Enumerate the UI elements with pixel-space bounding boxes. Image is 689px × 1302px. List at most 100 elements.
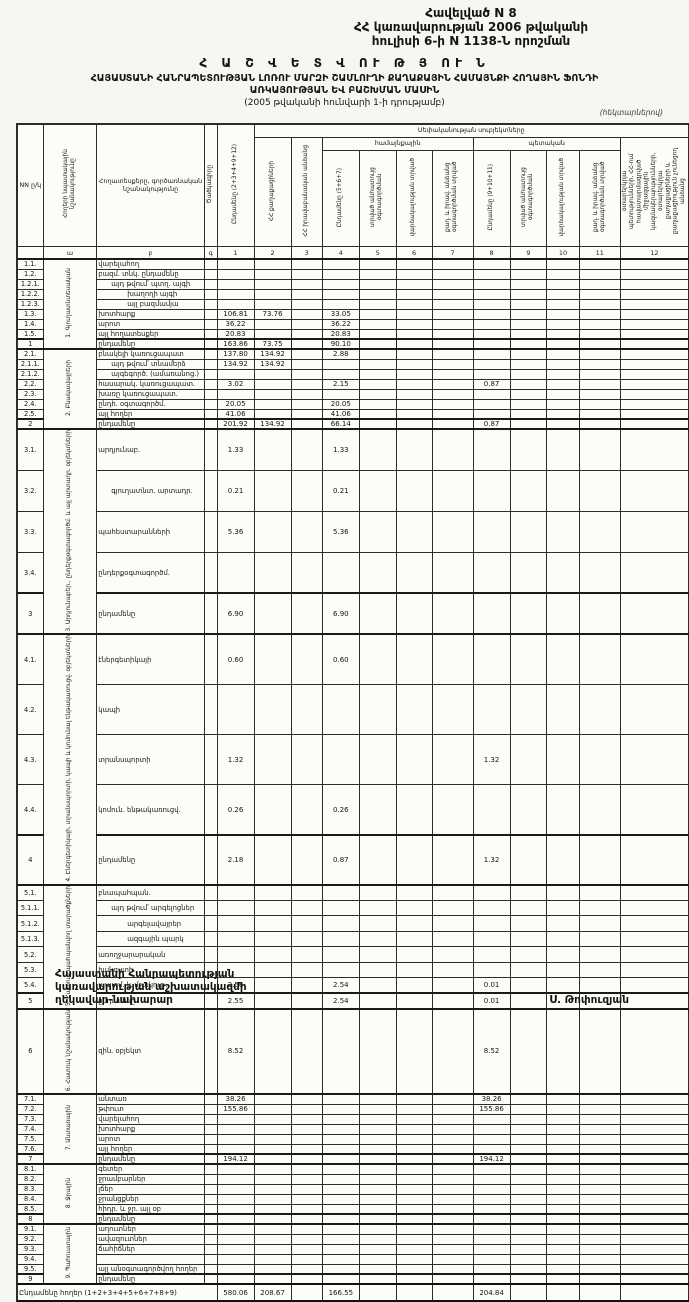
value-cell: 41.06 [321,408,360,420]
value-cell [216,278,255,290]
value-cell [546,551,580,594]
value-cell [509,1143,548,1155]
row-label-cell: առողջարարական [96,946,205,963]
value-cell: 41.06 [216,408,255,420]
value-cell [431,1153,474,1165]
value-cell [216,883,255,901]
column-letter-cell: 5 [358,246,397,260]
value-cell [509,1243,548,1255]
table-row: 1.3. խոտհարք 106.81 73.76 33.05 [17,308,689,320]
value-cell [619,1253,689,1265]
row-label-cell: անտառ [96,1093,205,1105]
value-cell [578,510,621,553]
header-landtype: Հողատեսքերը, գործառնական նշանակությունը [96,124,205,247]
value-cell [358,1203,397,1215]
value-cell [509,288,548,300]
value-cell [578,278,621,290]
value-cell [546,1133,580,1145]
value-cell [546,469,580,512]
value-cell [509,268,548,280]
value-cell [290,1213,323,1225]
value-cell [546,328,580,340]
value-cell [509,1183,548,1195]
table-row: 5.1.2. արգելավայրեր [17,915,689,932]
header-code: Ծածկագիրը [203,124,218,247]
value-cell [472,348,511,360]
table-row: 5 ընդամենը 2.55 2.54 0.01 [17,992,689,1010]
value-cell [546,288,580,300]
value-cell [395,1093,433,1105]
value-cell [321,1203,360,1215]
row-number-cell: 3 [17,592,44,635]
value-cell: 38.26 [216,1093,255,1105]
value-cell [578,977,621,994]
value-cell [619,915,689,932]
value-cell [509,328,548,340]
code-cell [203,684,218,736]
value-cell [509,961,548,979]
value-cell [546,946,580,963]
value-cell [578,258,621,270]
value-cell [472,784,511,836]
header-code-label: Ծածկագիրը [207,165,214,204]
value-cell [290,1103,323,1115]
value-cell: 0.87 [321,833,360,886]
value-cell [472,1123,511,1135]
value-cell [395,1173,433,1185]
value-cell [395,1113,433,1125]
row-number-cell: 9.3. [17,1243,44,1255]
header-col-12: օտարերկրյա պետությունների, ՀՀ-ում հավատա… [619,137,689,247]
row-label-cell: այլ բազմամյա [96,298,205,310]
value-cell [472,633,511,686]
value-cell [358,1113,397,1125]
report-title-block: Հ Ա Շ Վ Ե Տ Վ ՈՒ Թ Յ ՈՒ Ն ՀԱՅԱՍՏԱՆԻ ՀԱՆՐ… [0,56,689,108]
value-cell [546,418,580,430]
section-name: 4. Էներգետիկայի, տրանսպորտի, կապի և կոմո… [66,635,73,882]
value-cell: 155.86 [216,1103,255,1115]
value-cell [431,427,474,471]
value-cell [321,358,360,370]
header-col-11: քաղ. և իրավ. անձանց օգտագործման տրված [578,150,621,247]
value-cell [472,388,511,400]
value-cell: 137.80 [216,348,255,360]
value-cell [358,992,397,1010]
value-cell [546,510,580,553]
table-row: 1.2.1. այդ թվում՝ պտղ. այգի [17,278,689,290]
value-cell [431,946,474,963]
value-cell [290,1173,323,1185]
value-cell [578,883,621,901]
value-cell [216,1193,255,1205]
value-cell [619,930,689,948]
value-cell [395,308,433,320]
value-cell [619,1093,689,1105]
value-cell [509,348,548,360]
header-col-4: Ընդամենը (5+6+7) [321,150,360,247]
value-cell [321,551,360,594]
row-number-cell: 1.4. [17,318,44,330]
value-cell [321,1123,360,1135]
value-cell [578,1273,621,1285]
code-cell [203,408,218,420]
value-cell [619,899,689,917]
column-letter-cell: ա [42,246,98,260]
value-cell [546,378,580,390]
value-cell [216,258,255,270]
row-label-cell: աղուտներ [96,1223,205,1235]
code-cell [203,899,218,917]
value-cell: 1.32 [472,734,511,786]
value-cell [431,1283,474,1302]
value-cell [321,288,360,300]
row-number-cell: 2.2. [17,378,44,390]
value-cell [290,961,323,979]
value-cell [321,1223,360,1235]
value-cell [395,977,433,994]
value-cell [290,1243,323,1255]
table-row: 1.5. այլ հողատեսքեր 20.83 20.83 [17,328,689,340]
value-cell [578,288,621,300]
value-cell: 1.33 [216,427,255,471]
row-number-cell: 7.3. [17,1113,44,1125]
value-cell [253,469,292,512]
section-name: 3. Արդյունաբեր., ընդերքօգտագործմ. և այլ … [66,430,73,632]
table-row: 1.1. 1. Գյուղատնտեսական վարելահող [17,258,689,350]
value-cell [358,946,397,963]
